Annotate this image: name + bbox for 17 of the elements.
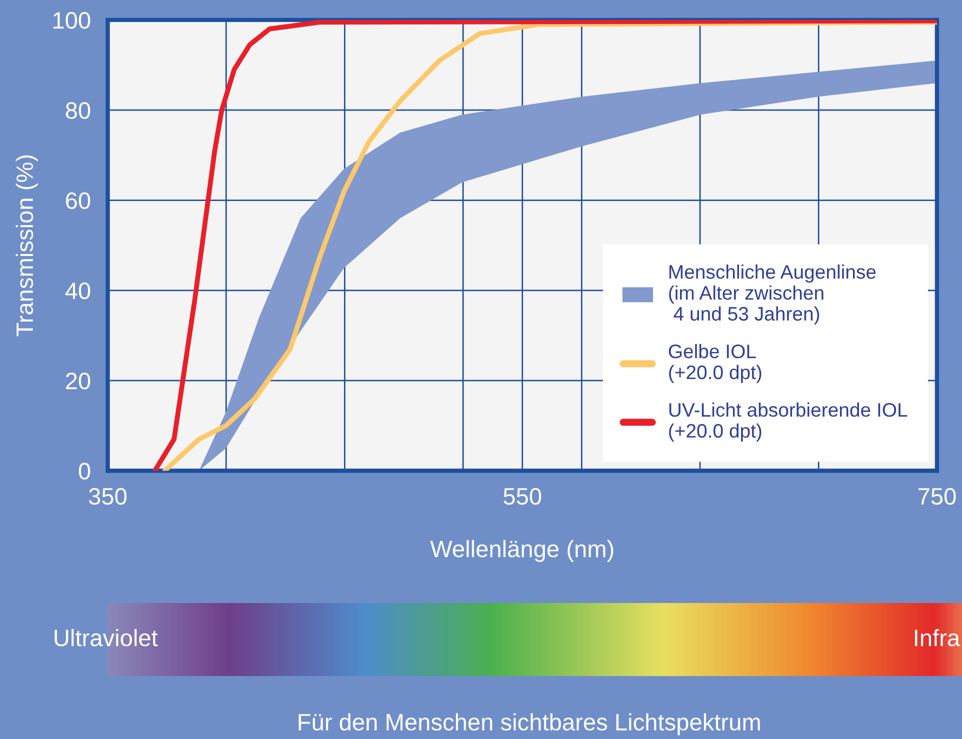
y-tick-label: 80 [66, 102, 90, 119]
y-tick-label: 100 [53, 12, 90, 29]
x-tick-label: 550 [504, 488, 542, 505]
y-tick-label: 60 [66, 192, 90, 210]
x-axis-title: Wellenlänge (nm) [430, 540, 614, 562]
legend-label: UV-Licht absorbierende IOL (+20.0 dpt) [669, 402, 908, 442]
x-tick-label: 350 [88, 488, 127, 505]
y-tick-label: 20 [66, 372, 90, 390]
y-axis-title: Transmission (%) [16, 155, 38, 336]
text: Infra [915, 628, 960, 646]
y-tick-label: 0 [78, 462, 90, 480]
legend-label: Gelbe IOL (+20.0 dpt) [668, 344, 762, 384]
x-tick-label: 750 [918, 488, 956, 505]
y-tick-label: 40 [65, 282, 90, 300]
legend-label: Menschliche Augenlinse (im Alter zwischen 4 und 53 Jahren) [669, 264, 876, 325]
text: Für den Menschen sichtbares Lichtspektrum [298, 713, 760, 736]
text: Ultraviolet [54, 628, 158, 646]
